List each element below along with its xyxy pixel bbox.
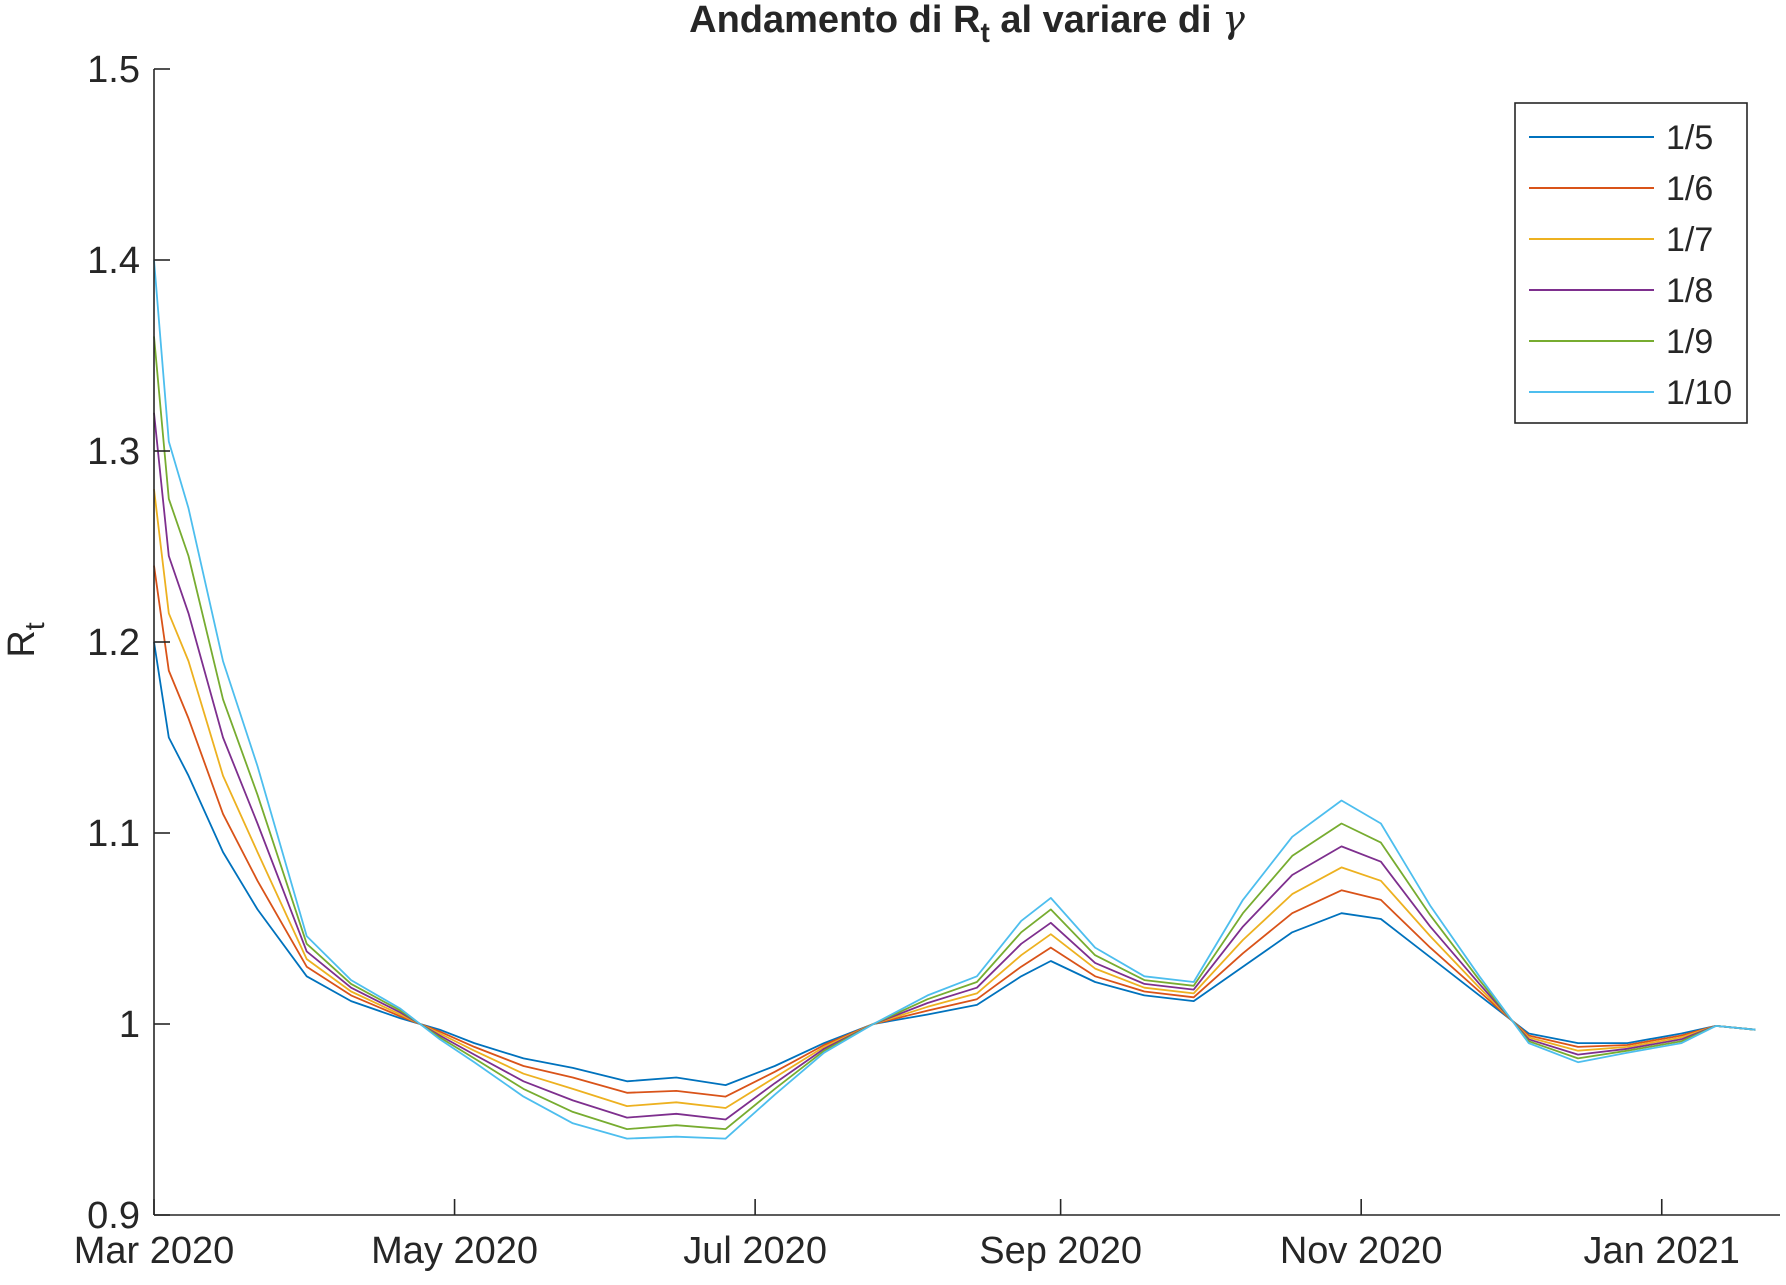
- series-line-2: [153, 565, 1756, 1098]
- y-axis-label: Rt: [1, 622, 50, 657]
- y-tick-label: 1.1: [87, 813, 140, 855]
- legend-label: 1/6: [1666, 170, 1713, 208]
- x-tick-label: Jan 2021: [1584, 1230, 1740, 1272]
- y-tick-label: 1: [119, 1004, 140, 1046]
- y-tick-label: 1.2: [87, 622, 140, 664]
- y-tick-label: 0.9: [87, 1195, 140, 1237]
- legend-items: 1/5 1/6 1/7 1/8 1/9 1/10: [1529, 119, 1732, 412]
- series-line-5: [153, 336, 1756, 1130]
- x-ticks: Mar 2020 May 2020 Jul 2020 Sep 2020 Nov 2020…: [74, 1199, 1740, 1272]
- legend-label: 1/5: [1666, 119, 1713, 157]
- series-line-1: [153, 641, 1756, 1086]
- legend-label: 1/7: [1666, 221, 1713, 259]
- chart-title: Andamento di Rt al variare di γ: [689, 0, 1245, 48]
- y-tick-label: 1.4: [87, 240, 140, 282]
- x-tick-label: Mar 2020: [74, 1230, 235, 1272]
- series-line-4: [153, 412, 1756, 1121]
- y-tick-label: 1.5: [87, 49, 140, 91]
- x-tick-label: Sep 2020: [979, 1230, 1142, 1272]
- series-line-3: [153, 489, 1756, 1109]
- x-tick-label: Jul 2020: [683, 1230, 827, 1272]
- x-tick-label: Nov 2020: [1280, 1230, 1443, 1272]
- legend-label: 1/9: [1666, 323, 1713, 361]
- y-ticks: 0.9 1 1.1 1.2 1.3 1.4 1.5: [87, 49, 170, 1237]
- x-tick-label: May 2020: [371, 1230, 538, 1272]
- legend-box: [1514, 102, 1748, 424]
- y-tick-label: 1.3: [87, 431, 140, 473]
- legend-label: 1/8: [1666, 272, 1713, 310]
- svg-text:Rt: Rt: [1, 622, 50, 657]
- legend: 1/5 1/6 1/7 1/8 1/9 1/10: [1514, 102, 1748, 424]
- legend-label: 1/10: [1666, 374, 1732, 412]
- series-line-6: [153, 259, 1756, 1140]
- plot-series: [153, 259, 1756, 1140]
